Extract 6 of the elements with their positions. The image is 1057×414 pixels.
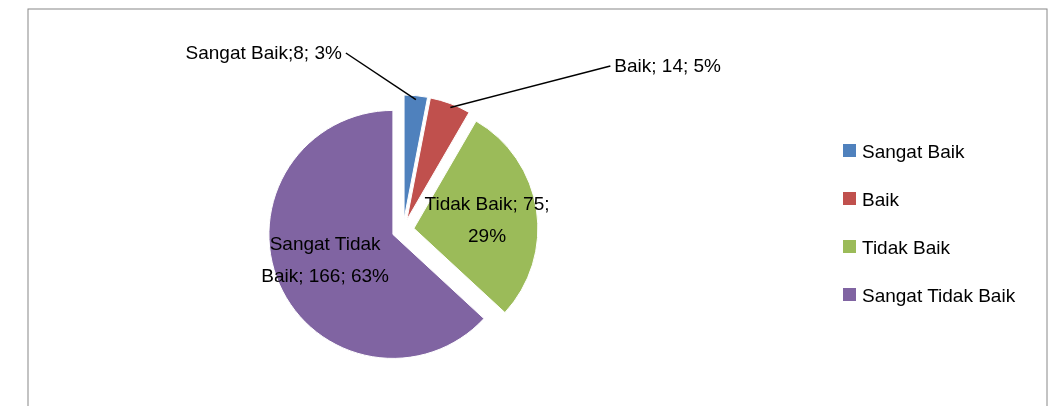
data-label: Sangat Baik;8; 3% [185,42,342,63]
data-label: Baik; 14; 5% [614,55,722,76]
legend-label: Baik [862,189,900,210]
legend-label: Sangat Baik [862,141,965,162]
legend-label: Sangat Tidak Baik [862,285,1016,306]
legend-label: Tidak Baik [862,237,951,258]
